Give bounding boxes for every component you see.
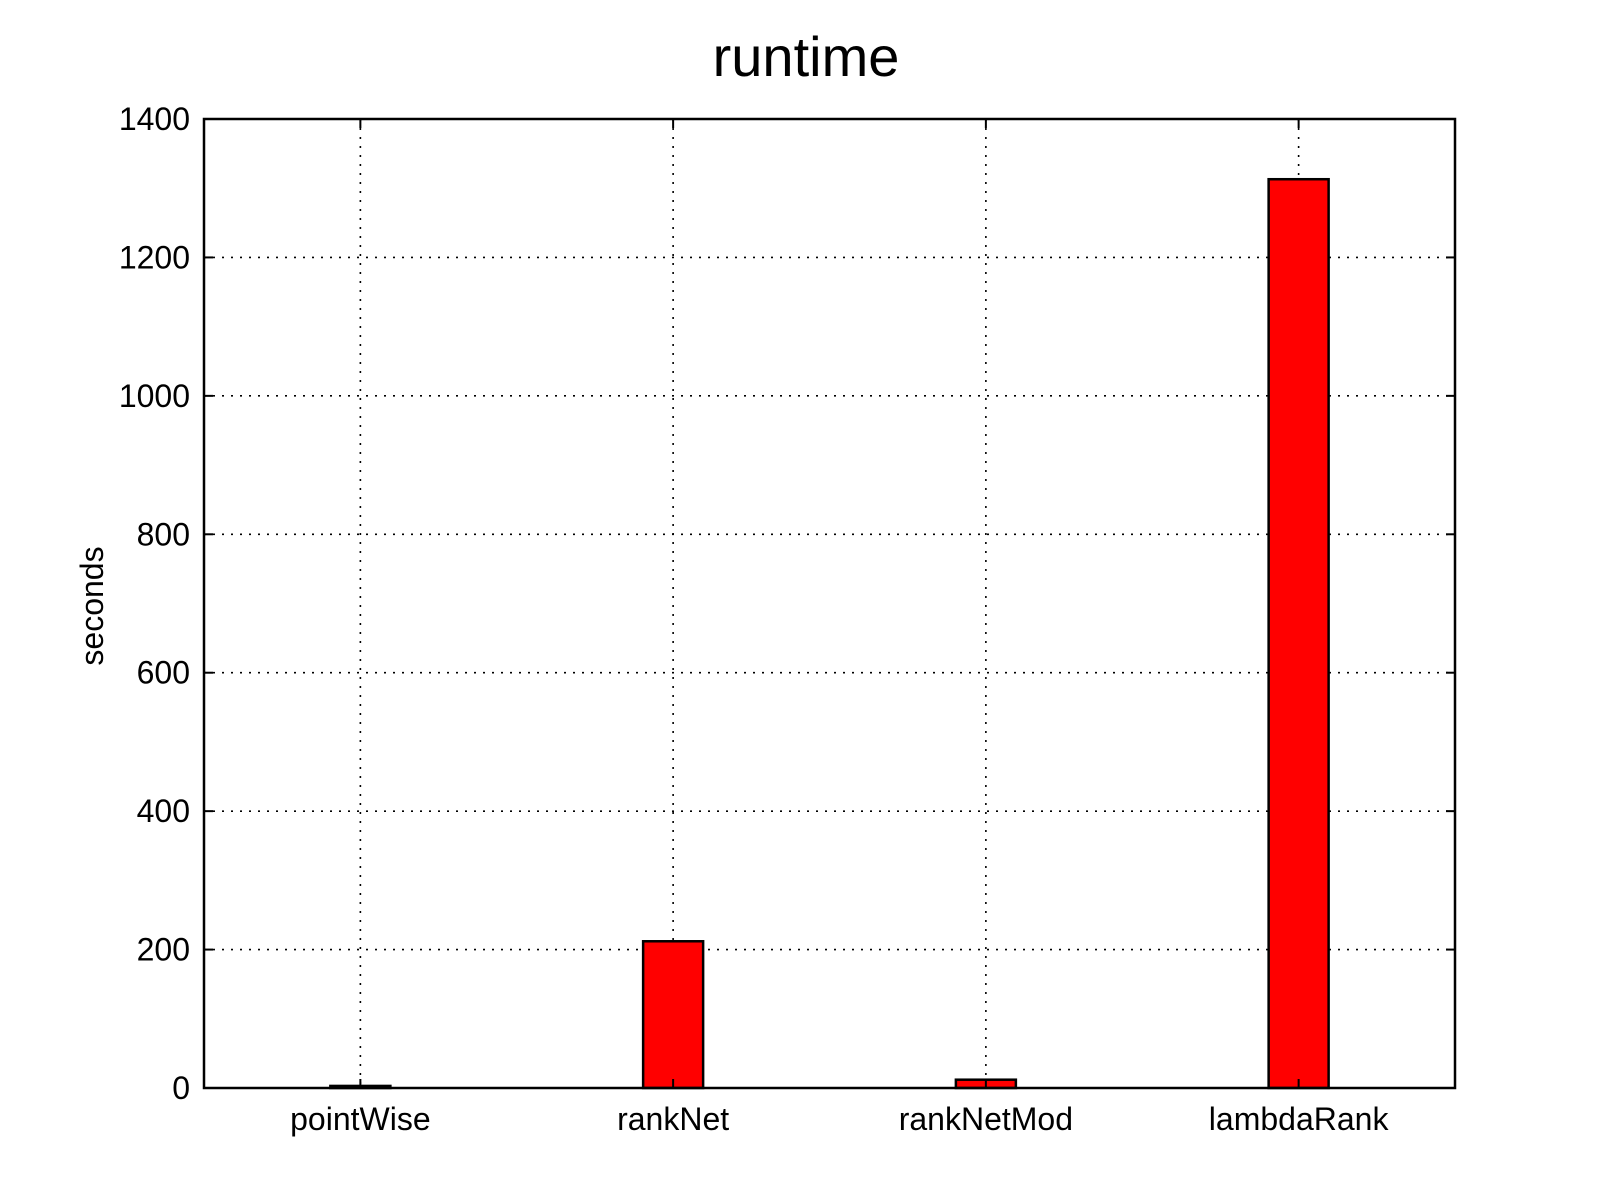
x-axis-ticks: pointWise rankNet rankNetMod lambdaRank (290, 119, 1389, 1137)
y-tick-label-800: 800 (137, 516, 190, 552)
bars (329, 177, 1330, 1090)
x-tick-label-rankNetMod: rankNetMod (899, 1101, 1073, 1137)
plot-border (202, 117, 1457, 1090)
bar-rankNet (641, 940, 705, 1090)
y-tick-label-200: 200 (137, 932, 190, 968)
y-axis-label: seconds (74, 546, 110, 665)
y-tick-label-1400: 1400 (119, 101, 190, 137)
chart-title: runtime (713, 25, 900, 88)
y-tick-label-1000: 1000 (119, 378, 190, 414)
plot-frame (202, 117, 1457, 1090)
bar-lambdaRank (1267, 177, 1330, 1090)
y-tick-label-1200: 1200 (119, 239, 190, 275)
x-tick-label-lambdaRank: lambdaRank (1209, 1101, 1390, 1137)
grid-lines (204, 119, 1455, 1088)
y-tick-label-400: 400 (137, 793, 190, 829)
x-tick-label-rankNet: rankNet (617, 1101, 729, 1137)
x-tick-label-pointWise: pointWise (290, 1101, 431, 1137)
y-axis-ticks: 0 200 400 600 800 1000 1200 1400 (119, 101, 1455, 1106)
y-tick-label-600: 600 (137, 655, 190, 691)
y-tick-label-0: 0 (172, 1070, 190, 1106)
